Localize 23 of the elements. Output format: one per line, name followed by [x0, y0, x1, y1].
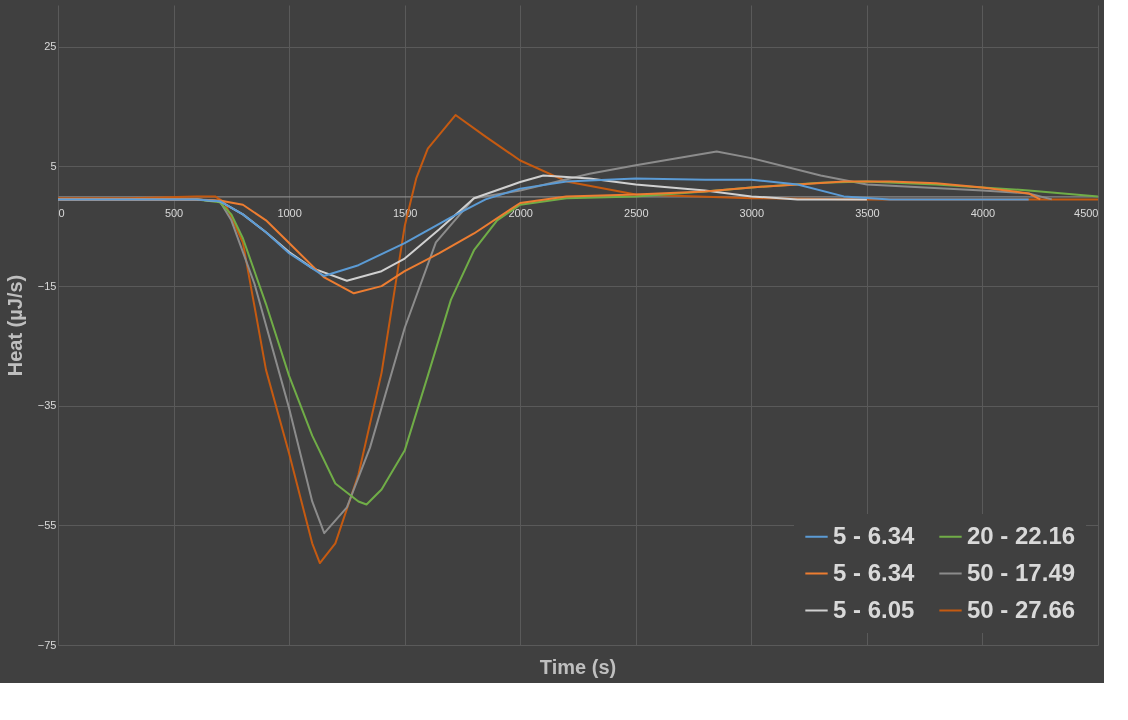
- legend-label: 20 - 22.16: [967, 521, 1076, 549]
- legend-label: 50 - 27.66: [967, 595, 1076, 623]
- x-tick-label: 2000: [508, 206, 533, 219]
- y-tick-label: −55: [37, 518, 57, 531]
- legend-label: 5 - 6.05: [833, 595, 915, 623]
- y-tick-label: −35: [37, 399, 57, 412]
- y-tick-label: 25: [44, 40, 57, 53]
- x-tick-label: 3500: [855, 206, 880, 219]
- x-tick-label: 0: [58, 206, 65, 219]
- x-tick-label: 500: [164, 206, 184, 219]
- x-tick-label: 3000: [739, 206, 765, 219]
- y-tick-label: −75: [37, 638, 57, 651]
- x-tick-label: 1000: [277, 206, 302, 219]
- legend-label: 50 - 17.49: [967, 558, 1076, 586]
- y-tick-label: 5: [50, 160, 57, 172]
- x-tick-label: 2500: [624, 206, 649, 219]
- y-axis-title: Heat (µJ/s): [3, 274, 26, 377]
- y-tick-label: −15: [37, 279, 57, 292]
- x-tick-label: 4500: [1074, 206, 1099, 219]
- x-tick-label: 4000: [970, 206, 996, 219]
- legend-label: 5 - 6.34: [833, 521, 916, 549]
- legend-label: 5 - 6.34: [833, 558, 916, 586]
- x-axis-title: Time (s): [539, 656, 617, 678]
